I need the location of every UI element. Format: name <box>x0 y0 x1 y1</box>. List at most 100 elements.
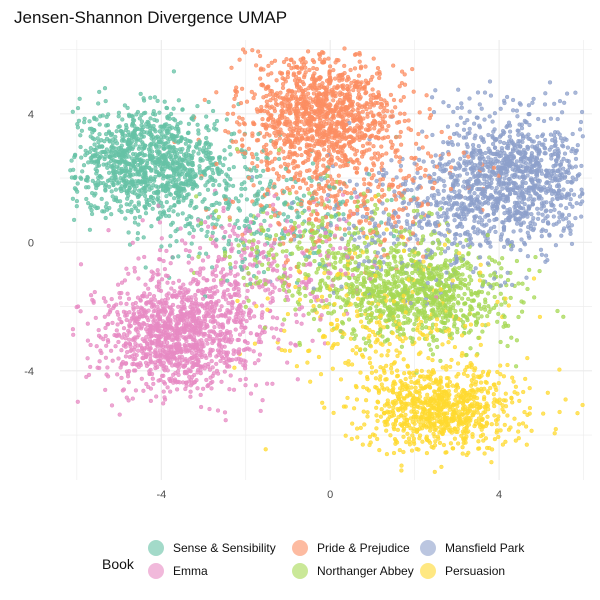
data-point <box>297 297 303 302</box>
data-point <box>326 56 331 61</box>
data-point <box>379 407 384 412</box>
data-point <box>227 261 233 267</box>
data-point <box>480 218 485 223</box>
data-point <box>243 325 248 330</box>
data-point <box>401 321 406 326</box>
data-point <box>262 108 267 114</box>
data-point <box>492 224 497 230</box>
data-point <box>334 290 340 296</box>
data-point <box>502 422 507 428</box>
data-point <box>226 166 232 172</box>
data-point <box>232 96 237 102</box>
data-point <box>307 348 312 353</box>
data-point <box>483 379 488 385</box>
data-point <box>341 143 347 149</box>
data-point <box>419 411 425 416</box>
data-point <box>110 320 115 326</box>
data-point <box>439 464 444 470</box>
data-point <box>224 272 229 277</box>
data-point <box>552 149 557 154</box>
data-point <box>113 187 119 192</box>
data-point <box>397 159 402 164</box>
scatter-points <box>68 46 585 475</box>
data-point <box>361 336 367 341</box>
data-point <box>379 161 385 166</box>
data-point <box>552 101 557 106</box>
data-point <box>143 265 148 270</box>
data-point <box>471 121 477 126</box>
data-point <box>366 259 371 264</box>
data-point <box>215 289 220 294</box>
data-point <box>561 314 566 319</box>
data-point <box>118 301 123 306</box>
data-point <box>162 99 167 104</box>
data-point <box>210 108 216 114</box>
data-point <box>354 182 359 187</box>
data-point <box>394 348 399 353</box>
data-point <box>452 218 457 223</box>
data-point <box>501 244 507 250</box>
data-point <box>351 406 357 411</box>
data-point <box>504 94 510 100</box>
data-point <box>111 182 116 187</box>
data-point <box>519 309 525 314</box>
data-point <box>542 146 548 151</box>
data-point <box>352 66 358 71</box>
data-point <box>363 127 369 132</box>
data-point <box>349 101 355 107</box>
data-point <box>289 89 295 94</box>
data-point <box>361 409 366 414</box>
data-point <box>482 90 488 95</box>
data-point <box>265 160 270 165</box>
data-point <box>369 167 375 173</box>
data-point <box>275 263 280 268</box>
data-point <box>355 135 360 140</box>
data-point <box>503 439 508 444</box>
data-point <box>452 344 458 350</box>
data-point <box>306 205 311 211</box>
data-point <box>528 137 533 142</box>
data-point <box>400 339 405 344</box>
data-point <box>280 108 285 113</box>
data-point <box>527 405 533 411</box>
data-point <box>257 324 263 329</box>
data-point <box>333 162 338 167</box>
data-point <box>287 348 293 353</box>
data-point <box>79 155 84 160</box>
data-point <box>190 256 195 261</box>
data-point <box>187 356 193 362</box>
data-point <box>96 101 101 106</box>
data-point <box>415 237 420 242</box>
data-point <box>124 349 130 355</box>
data-point <box>314 294 320 299</box>
data-point <box>456 423 461 428</box>
data-point <box>419 368 424 374</box>
data-point <box>254 304 259 309</box>
data-point <box>300 221 305 226</box>
data-point <box>211 290 216 295</box>
data-point <box>505 362 510 368</box>
data-point <box>441 188 446 193</box>
data-point <box>522 409 527 415</box>
data-point <box>386 218 391 223</box>
data-point <box>450 172 456 178</box>
data-point <box>158 288 164 294</box>
data-point <box>345 395 350 401</box>
data-point <box>276 129 281 135</box>
data-point <box>444 363 449 369</box>
data-point <box>265 211 270 216</box>
data-point <box>126 380 131 385</box>
data-point <box>398 413 404 418</box>
data-point <box>455 441 461 446</box>
data-point <box>444 270 449 275</box>
data-point <box>516 429 521 434</box>
data-point <box>498 274 504 279</box>
data-point <box>564 216 569 221</box>
data-point <box>489 422 494 427</box>
data-point <box>152 297 158 302</box>
data-point <box>355 435 360 440</box>
data-point <box>70 109 75 114</box>
data-point <box>159 236 164 241</box>
data-point <box>208 150 213 156</box>
data-point <box>226 300 231 306</box>
